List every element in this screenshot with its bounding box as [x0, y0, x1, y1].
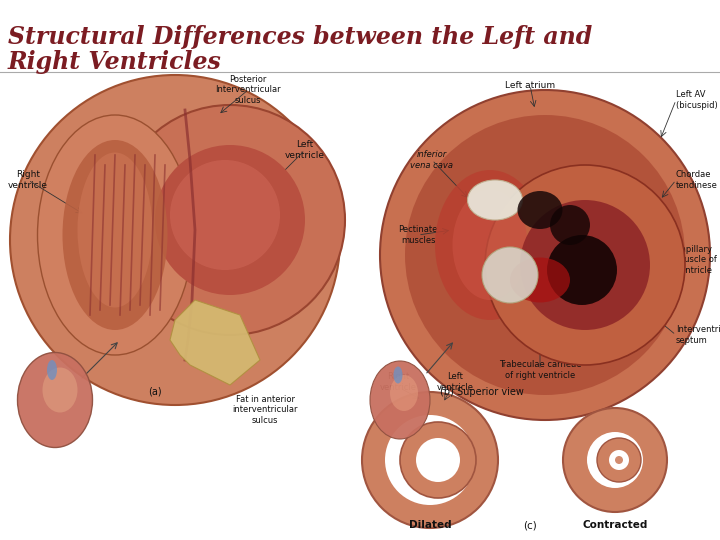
Ellipse shape: [370, 361, 430, 439]
Text: (c): (c): [523, 520, 537, 530]
Circle shape: [609, 450, 629, 470]
Text: Fat in anterior
interventricular
sulcus: Fat in anterior interventricular sulcus: [233, 395, 298, 425]
Text: Interventricular
septum: Interventricular septum: [676, 325, 720, 345]
Ellipse shape: [452, 190, 528, 300]
Circle shape: [115, 105, 345, 335]
Circle shape: [615, 456, 623, 464]
Ellipse shape: [37, 115, 192, 355]
Text: Right
ventricle: Right ventricle: [379, 372, 416, 391]
Circle shape: [416, 438, 460, 482]
Text: Left
ventricle: Left ventricle: [436, 372, 474, 391]
Ellipse shape: [10, 75, 340, 405]
Ellipse shape: [394, 367, 402, 383]
Circle shape: [547, 235, 617, 305]
Text: (a): (a): [148, 387, 162, 397]
Ellipse shape: [63, 140, 168, 330]
Circle shape: [405, 115, 685, 395]
Ellipse shape: [17, 353, 92, 448]
Text: Papillary
muscle of left
ventricle: Papillary muscle of left ventricle: [676, 245, 720, 275]
Ellipse shape: [467, 180, 523, 220]
Text: Dilated: Dilated: [409, 520, 451, 530]
Text: Right
ventricle: Right ventricle: [8, 170, 48, 190]
Circle shape: [550, 205, 590, 245]
Text: (b) Superior view: (b) Superior view: [440, 387, 524, 397]
Text: Left AV
(bicuspid) valve: Left AV (bicuspid) valve: [676, 90, 720, 110]
Ellipse shape: [518, 191, 562, 229]
Circle shape: [362, 392, 498, 528]
Circle shape: [587, 432, 643, 488]
Circle shape: [400, 422, 476, 498]
Text: Structural Differences between the Left and: Structural Differences between the Left …: [8, 25, 593, 49]
Ellipse shape: [78, 152, 153, 307]
Text: Chordae
tendinese: Chordae tendinese: [676, 170, 718, 190]
Text: Right Ventricles: Right Ventricles: [8, 50, 222, 74]
Text: Contracted: Contracted: [582, 520, 648, 530]
Text: inferior
vena cava: inferior vena cava: [410, 150, 454, 170]
Circle shape: [597, 438, 641, 482]
Circle shape: [155, 145, 305, 295]
Text: Trabeculae carneae
of right ventricle: Trabeculae carneae of right ventricle: [499, 360, 581, 380]
Circle shape: [170, 160, 280, 270]
Circle shape: [485, 165, 685, 365]
Polygon shape: [170, 300, 260, 385]
Text: Pectinate
muscles: Pectinate muscles: [398, 225, 438, 245]
Ellipse shape: [47, 360, 57, 380]
Circle shape: [520, 200, 650, 330]
Circle shape: [385, 415, 475, 505]
Text: Left
ventricle: Left ventricle: [285, 140, 325, 160]
Text: Posterior
Interventricular
sulcus: Posterior Interventricular sulcus: [215, 75, 281, 105]
Circle shape: [482, 247, 538, 303]
Text: Left atrium: Left atrium: [505, 80, 555, 90]
Ellipse shape: [42, 368, 78, 413]
Ellipse shape: [510, 258, 570, 302]
Circle shape: [380, 90, 710, 420]
Circle shape: [563, 408, 667, 512]
Ellipse shape: [435, 170, 545, 320]
Ellipse shape: [390, 375, 418, 411]
